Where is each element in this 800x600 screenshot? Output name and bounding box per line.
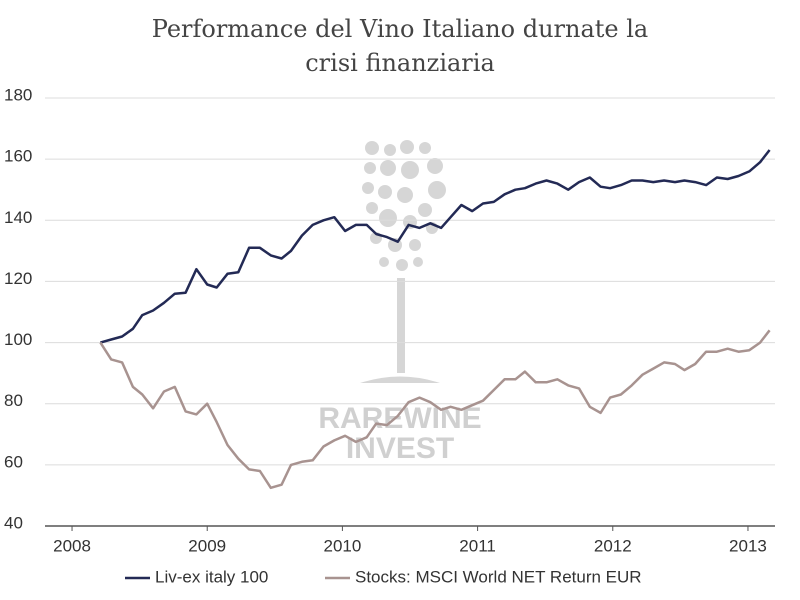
y-tick-label: 80	[4, 391, 23, 410]
x-tick-label: 2010	[323, 536, 361, 555]
y-tick-label: 160	[4, 147, 32, 166]
y-tick-label: 60	[4, 452, 23, 471]
x-tick-label: 2013	[729, 536, 767, 555]
series-line	[100, 149, 771, 344]
y-tick-label: 40	[4, 513, 23, 532]
y-tick-label: 180	[4, 85, 32, 104]
x-tick-label: 2008	[53, 536, 91, 555]
watermark-glass	[360, 140, 446, 383]
legend-label: Liv-ex italy 100	[155, 567, 268, 586]
x-tick-label: 2012	[594, 536, 632, 555]
series-line	[99, 329, 771, 490]
chart-title: Performance del Vino Italiano durnate la…	[151, 15, 649, 77]
x-tick-label: 2009	[188, 536, 226, 555]
watermark-text: RAREWINE	[318, 402, 481, 435]
y-tick-label: 100	[4, 330, 32, 349]
x-tick-label: 2011	[459, 536, 496, 555]
y-tick-label: 120	[4, 269, 32, 288]
legend-label: Stocks: MSCI World NET Return EUR	[355, 567, 642, 586]
watermark-text: INVEST	[346, 432, 454, 465]
y-tick-label: 140	[4, 208, 32, 227]
